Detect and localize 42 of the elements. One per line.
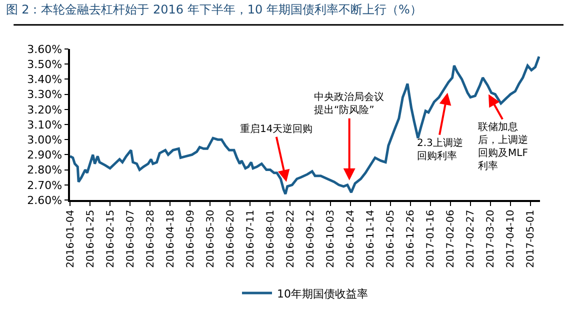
x-tick-label: 2016-05-30 <box>205 210 216 268</box>
x-tick-label: 2016-06-20 <box>225 210 236 268</box>
x-tick-label: 2016-07-11 <box>245 210 256 268</box>
y-tick-label: 3.00% <box>27 133 62 146</box>
x-tick-label: 2016-12-05 <box>386 210 397 268</box>
x-tick-label: 2016-03-07 <box>125 210 136 268</box>
x-tick-label: 2016-02-15 <box>105 210 116 268</box>
x-tick-label: 2016-08-01 <box>265 210 276 268</box>
annotation: 2.3上调逆回购利率 <box>417 137 463 162</box>
y-tick-label: 3.30% <box>27 88 62 102</box>
y-tick-label: 2.80% <box>27 164 62 177</box>
y-tick-label: 3.60% <box>27 42 62 56</box>
y-tick-label: 3.10% <box>27 118 62 132</box>
x-tick-label: 2017-01-16 <box>426 210 437 268</box>
x-tick-label: 2017-04-10 <box>506 210 517 268</box>
x-tick-label: 2016-01-25 <box>85 210 96 268</box>
line-series <box>70 55 540 196</box>
x-tick-label: 2016-09-12 <box>305 210 316 268</box>
x-tick-label: 2016-11-14 <box>366 210 377 268</box>
x-tick-label: 2017-02-06 <box>446 210 457 268</box>
legend-label: 10年期国债收益率 <box>277 287 368 300</box>
annotation: 重启14天逆回购 <box>240 123 313 135</box>
x-tick-label: 2016-05-09 <box>185 210 196 268</box>
y-tick-label: 2.90% <box>27 148 62 162</box>
y-tick-label: 3.40% <box>27 73 62 86</box>
chart-title: 图 2：本轮金融去杠杆始于 2016 年下半年，10 年期国债利率不断上行（%） <box>6 2 422 16</box>
x-tick-label: 2016-08-22 <box>285 210 296 268</box>
y-tick-label: 2.70% <box>27 178 62 192</box>
x-tick-label: 2016-03-28 <box>145 210 156 268</box>
annotation: 联储加息后，上调逆回购及MLF利率 <box>478 121 528 172</box>
x-tick-label: 2016-10-03 <box>326 210 337 268</box>
x-tick-label: 2017-05-01 <box>526 210 537 268</box>
x-tick-label: 2016-04-18 <box>165 210 176 268</box>
y-tick-label: 2.60% <box>27 194 62 207</box>
x-tick-label: 2016-10-24 <box>346 210 357 268</box>
x-tick-label: 2017-02-27 <box>466 210 477 268</box>
x-tick-label: 2016-01-04 <box>65 210 76 268</box>
x-tick-label: 2017-03-20 <box>486 210 497 268</box>
annotation: 中央政治局会议提出“防风险” <box>314 91 384 116</box>
x-tick-label: 2016-12-26 <box>406 210 417 268</box>
y-tick-label: 3.20% <box>27 103 62 116</box>
y-tick-label: 3.50% <box>27 58 62 71</box>
